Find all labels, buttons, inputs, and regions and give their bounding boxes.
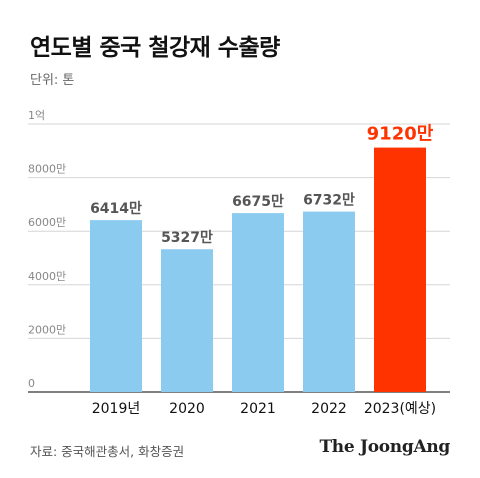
brand-logo: The JoongAng: [319, 437, 450, 457]
bar-value-label: 6414만: [90, 201, 142, 217]
x-tick-label: 2023(예상): [364, 401, 436, 417]
chart-title: 연도별 중국 철강재 수출량: [30, 35, 280, 61]
y-tick-label: 2000만: [28, 323, 66, 336]
bar-value-label: 6732만: [303, 193, 355, 209]
bar: [374, 147, 426, 392]
y-tick-label: 1억: [28, 109, 45, 122]
bar: [90, 220, 142, 392]
y-tick-label: 0: [28, 377, 35, 390]
x-tick-label: 2022: [311, 401, 347, 417]
bar-value-label: 5327만: [161, 230, 213, 246]
y-tick-label: 6000만: [28, 216, 66, 229]
unit-label: 단위: 톤: [30, 73, 75, 88]
x-tick-label: 2021: [240, 401, 276, 417]
bar-value-label: 9120만: [367, 124, 434, 145]
y-tick-label: 8000만: [28, 163, 66, 176]
x-tick-label: 2020: [169, 401, 205, 417]
x-tick-label: 2019년: [92, 401, 141, 417]
bar: [232, 213, 284, 392]
bar: [161, 249, 213, 392]
y-tick-label: 4000만: [28, 270, 66, 283]
source-note: 자료: 중국해관총서, 화창증권: [30, 444, 185, 459]
bar-value-label: 6675만: [232, 194, 284, 210]
bar: [303, 211, 355, 392]
